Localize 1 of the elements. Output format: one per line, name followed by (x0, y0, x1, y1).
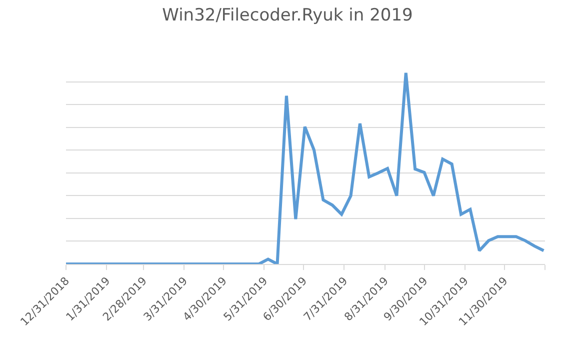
chart-title: Win32/Filecoder.Ryuk in 2019 (162, 6, 413, 26)
